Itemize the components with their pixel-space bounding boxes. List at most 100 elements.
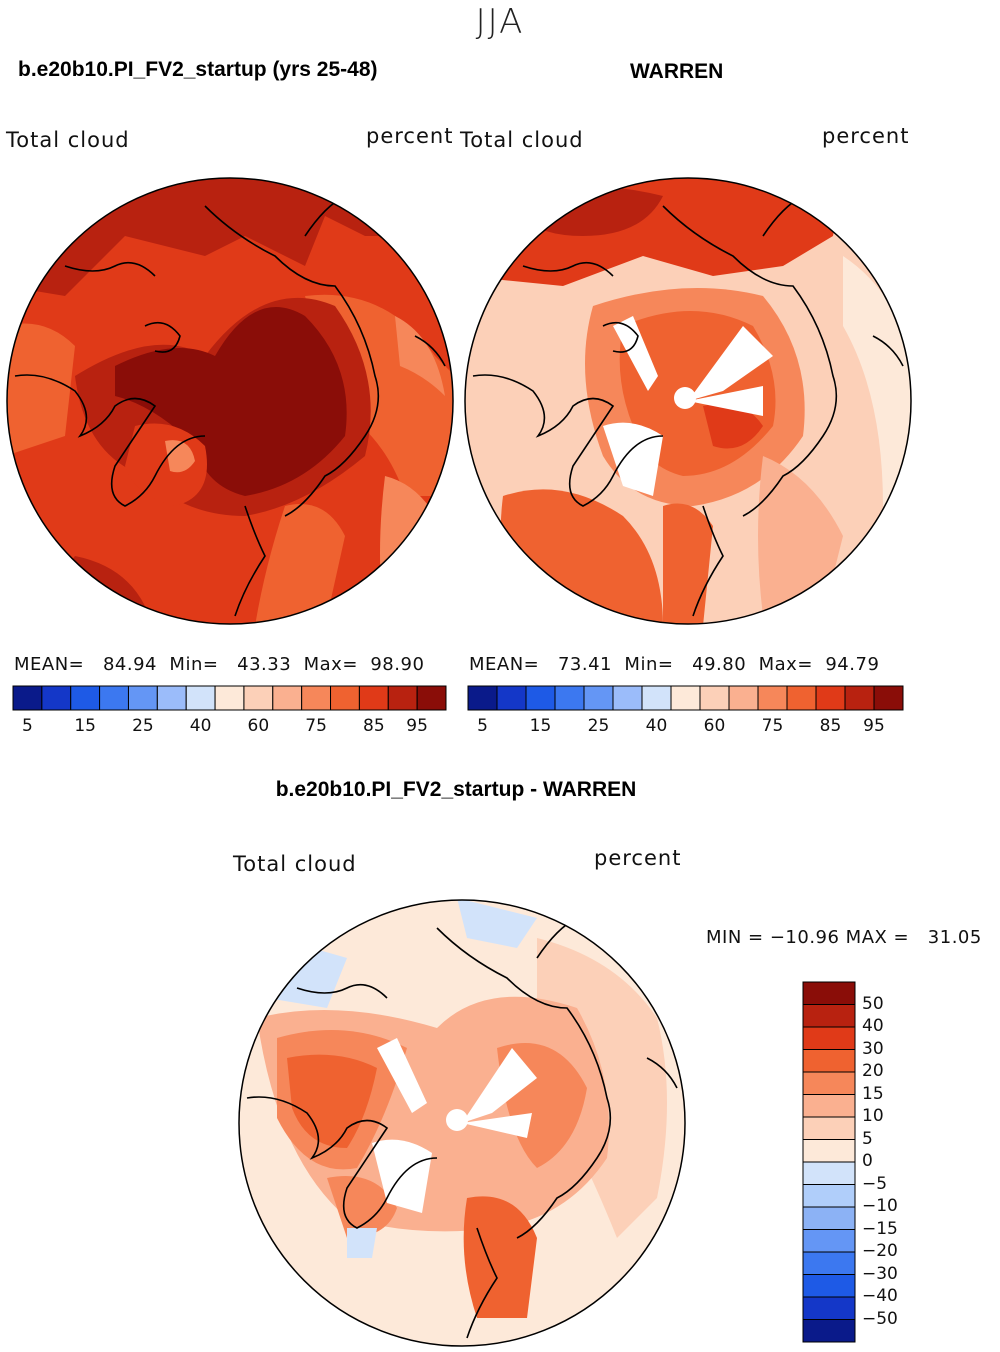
- panel2-max-label: Max=: [758, 654, 813, 675]
- map-warren-missing: [613, 316, 658, 391]
- colorbar-swatch: [272, 685, 303, 711]
- colorbar-difference-ticks: 50 40 30 20 15 10 5 0 −5 −10 −15 −20 −30 −40 −50: [862, 982, 922, 1342]
- colorbar-swatch: [554, 685, 585, 711]
- difference-minmax: MIN = −10.96 MAX = 31.05: [706, 927, 982, 948]
- colorbar-model: [12, 685, 447, 711]
- map-difference-missing: [446, 1109, 468, 1131]
- colorbar-tick-label: −20: [862, 1241, 898, 1261]
- colorbar-swatch: [802, 1206, 856, 1230]
- colorbar-swatch: [127, 685, 158, 711]
- colorbar-swatch: [844, 685, 875, 711]
- map-model-region: [7, 323, 75, 456]
- colorbar-swatch: [802, 1251, 856, 1275]
- colorbar-swatch: [156, 685, 187, 711]
- map-warren-region: [758, 456, 843, 616]
- map-model: [6, 177, 454, 625]
- map-model-region: [115, 307, 347, 496]
- season-title: JJA: [475, 2, 525, 42]
- colorbar-tick-label: 75: [761, 716, 784, 736]
- map-model-region: [255, 504, 345, 624]
- panel2-units-label: percent: [822, 124, 910, 148]
- map-difference-region: [463, 1196, 537, 1318]
- colorbar-difference: [802, 981, 856, 1343]
- colorbar-tick-label: −10: [862, 1196, 898, 1216]
- colorbar-swatch: [873, 685, 904, 711]
- colorbar-tick-label: 15: [862, 1083, 884, 1104]
- panel1-mean-label: MEAN=: [14, 654, 85, 675]
- colorbar-tick-label: −40: [862, 1286, 898, 1306]
- colorbar-swatch: [583, 685, 614, 711]
- map-warren-region: [893, 526, 911, 576]
- colorbar-tick-label: 30: [862, 1038, 884, 1059]
- panel2-min-label: Min=: [624, 654, 674, 675]
- colorbar-tick-label: 10: [862, 1106, 884, 1126]
- colorbar-swatch: [786, 685, 817, 711]
- panel2-title: WARREN: [630, 60, 724, 83]
- colorbar-swatch: [802, 1161, 856, 1185]
- colorbar-swatch: [330, 685, 360, 711]
- colorbar-swatch: [728, 685, 759, 711]
- colorbar-swatch: [41, 685, 72, 711]
- map-difference-boundary: [238, 899, 686, 1347]
- difference-title: b.e20b10.PI_FV2_startup - WARREN: [275, 778, 637, 801]
- map-warren-boundary: [464, 177, 912, 625]
- colorbar-tick-label: 20: [862, 1061, 884, 1081]
- map-warren-missing: [688, 326, 773, 401]
- colorbar-tick-label: 0: [862, 1151, 873, 1171]
- map-warren: [464, 177, 912, 625]
- panel2-stats: MEAN= 73.41 Min= 49.80 Max= 94.79: [469, 654, 879, 675]
- colorbar-swatch: [243, 685, 274, 711]
- colorbar-swatch: [670, 685, 701, 711]
- colorbar-swatch: [802, 981, 856, 1005]
- colorbar-tick-label: 85: [819, 716, 842, 736]
- colorbar-tick-label: 60: [247, 716, 270, 736]
- colorbar-swatch: [214, 685, 245, 711]
- difference-units-label: percent: [594, 846, 682, 870]
- colorbar-swatch: [815, 685, 846, 711]
- colorbar-tick-label: 25: [132, 716, 154, 736]
- panel1-stats: MEAN= 84.94 Min= 43.33 Max= 98.90: [14, 654, 424, 675]
- map-difference: [238, 899, 686, 1347]
- colorbar-tick-label: 15: [529, 716, 552, 736]
- colorbar-swatch: [99, 685, 129, 711]
- colorbar-tick-label: 5: [477, 716, 488, 736]
- colorbar-tick-label: 95: [406, 716, 428, 736]
- map-difference-region: [327, 1176, 397, 1238]
- panel2-mean-value: 73.41: [557, 654, 612, 675]
- colorbar-swatch: [802, 1026, 856, 1050]
- colorbar-swatch: [358, 685, 389, 711]
- panel1-min-label: Min=: [169, 654, 219, 675]
- map-warren-missing: [603, 422, 663, 496]
- colorbar-tick-label: 75: [305, 716, 327, 736]
- panel1-units-label: percent: [366, 124, 454, 148]
- map-warren-missing: [688, 386, 763, 416]
- map-model-region: [125, 423, 207, 506]
- map-model-coastlines: [14, 195, 446, 617]
- colorbar-tick-label: 5: [22, 716, 33, 736]
- panel2-field-label: Total cloud: [460, 128, 584, 152]
- colorbar-tick-label: −30: [862, 1263, 898, 1284]
- colorbar-tick-label: 40: [645, 716, 668, 736]
- map-warren-region: [703, 403, 763, 449]
- map-difference-missing: [377, 1038, 427, 1113]
- colorbar-swatch: [802, 1184, 856, 1208]
- colorbar-swatch: [496, 685, 527, 711]
- colorbar-warren: [467, 685, 904, 711]
- difference-field-label: Total cloud: [233, 852, 357, 876]
- map-difference-region: [287, 1054, 377, 1148]
- colorbar-swatch: [802, 1116, 856, 1140]
- colorbar-tick-label: 5: [862, 1128, 873, 1149]
- colorbar-swatch: [641, 685, 672, 711]
- colorbar-tick-label: −50: [862, 1308, 898, 1329]
- colorbar-swatch: [802, 1274, 856, 1298]
- map-model-region: [425, 516, 453, 566]
- map-difference-missing: [462, 1113, 532, 1138]
- colorbar-tick-label: 40: [189, 716, 212, 736]
- colorbar-tick-label: −15: [862, 1218, 898, 1239]
- map-difference-region: [347, 1228, 377, 1258]
- panel1-min-value: 43.33: [237, 654, 292, 675]
- colorbar-tick-label: 85: [363, 716, 385, 736]
- colorbar-tick-label: 95: [863, 716, 885, 736]
- panel1-mean-value: 84.94: [102, 654, 157, 675]
- map-model-region: [165, 440, 195, 473]
